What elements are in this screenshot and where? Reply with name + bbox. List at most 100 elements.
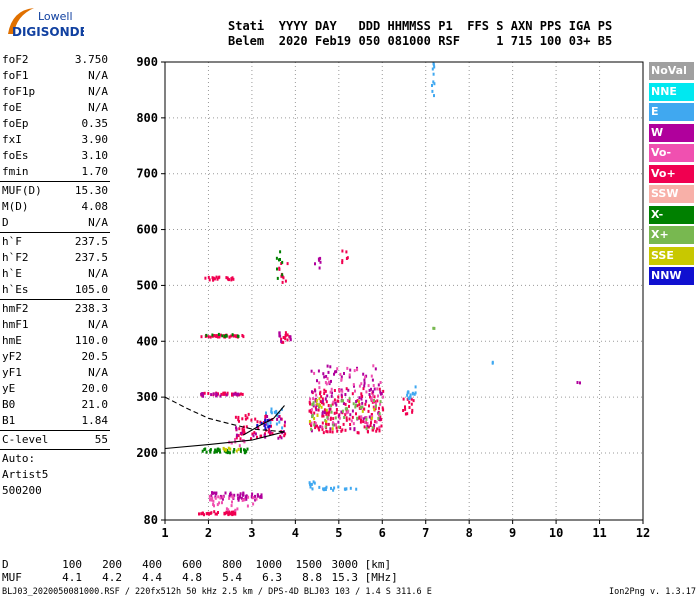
param-value: 3.750: [74, 53, 108, 66]
param-value: 20.5: [81, 350, 109, 363]
data-point: [377, 416, 380, 420]
data-point: [367, 384, 370, 388]
data-point: [320, 405, 323, 409]
distance-scale-value: 1500: [295, 558, 323, 571]
data-point: [265, 411, 267, 415]
data-point: [330, 379, 332, 383]
data-point: [332, 417, 335, 421]
data-point: [371, 426, 374, 430]
data-point: [349, 486, 352, 490]
param-label: hmF2: [2, 302, 29, 315]
data-point: [284, 331, 287, 335]
data-point: [230, 441, 233, 445]
data-point: [373, 405, 376, 409]
data-point: [205, 333, 208, 337]
data-point: [337, 425, 340, 429]
data-point: [355, 412, 357, 416]
data-point: [288, 335, 291, 339]
plot-frame: [164, 61, 644, 521]
data-point: [323, 408, 326, 412]
data-point: [264, 419, 267, 423]
data-point: [280, 436, 283, 440]
param-row: foEp 0.35: [0, 116, 110, 132]
data-point: [372, 390, 375, 394]
param-value: 55: [94, 433, 108, 446]
data-point: [319, 425, 322, 429]
data-point: [219, 496, 222, 500]
header-value-3: 050: [358, 34, 381, 48]
data-point: [327, 404, 330, 407]
data-point: [353, 369, 356, 373]
data-point: [333, 423, 336, 427]
data-point: [323, 388, 326, 392]
data-point: [345, 257, 348, 260]
data-point: [349, 427, 352, 431]
data-point: [345, 409, 348, 413]
data-point: [232, 392, 235, 396]
data-point: [370, 421, 372, 425]
data-point: [374, 367, 377, 371]
data-point: [339, 372, 342, 376]
param-value: N/A: [88, 85, 108, 98]
data-point: [313, 417, 316, 421]
data-point: [246, 416, 249, 420]
data-point: [263, 423, 266, 427]
data-point: [358, 415, 361, 419]
data-point: [225, 334, 228, 337]
data-point: [234, 438, 236, 441]
data-point: [311, 390, 313, 394]
data-point: [318, 381, 321, 385]
data-point: [219, 494, 222, 498]
data-point: [216, 503, 219, 507]
data-point: [361, 409, 364, 413]
data-point: [372, 393, 375, 397]
param-row: hmF2 238.3: [0, 301, 110, 317]
data-point: [343, 372, 345, 375]
data-point: [370, 416, 373, 420]
data-point: [375, 420, 378, 424]
data-point: [289, 335, 292, 339]
y-tick-label: 900: [136, 55, 158, 69]
data-point: [366, 429, 369, 433]
header-label-7: S: [496, 19, 504, 33]
param-value: 3.10: [81, 149, 109, 162]
param-row: hmE 110.0: [0, 333, 110, 349]
data-point: [325, 423, 328, 426]
data-point: [360, 382, 363, 386]
data-point: [233, 493, 236, 497]
data-point: [239, 492, 242, 496]
data-point: [360, 397, 363, 401]
data-point: [267, 430, 270, 434]
data-point: [352, 402, 355, 406]
data-point: [227, 508, 230, 512]
data-point: [322, 402, 325, 406]
distance-scale-value: 400: [142, 558, 162, 571]
data-point: [352, 422, 355, 426]
data-point: [374, 402, 377, 406]
data-point: [308, 409, 311, 413]
data-point: [323, 411, 326, 414]
data-point: [243, 451, 246, 455]
param-row: C-level 55: [0, 432, 110, 448]
data-point: [269, 421, 272, 425]
param-label: B0: [2, 398, 16, 411]
muf-scale-value: 15.3: [331, 571, 359, 584]
param-row: foF2 3.750: [0, 52, 110, 68]
data-point: [372, 364, 375, 368]
data-point: [411, 410, 414, 414]
data-point: [326, 430, 329, 434]
data-point: [282, 340, 285, 344]
data-point: [203, 448, 206, 451]
data-point: [331, 391, 333, 395]
data-point: [340, 395, 343, 399]
data-point: [326, 364, 329, 368]
data-point: [281, 275, 284, 279]
data-point: [378, 417, 381, 421]
param-label: C-level: [2, 433, 49, 446]
data-point: [321, 414, 324, 418]
data-point: [378, 425, 381, 429]
data-point: [236, 433, 239, 437]
data-point: [241, 427, 244, 431]
data-point: [242, 335, 245, 339]
header-label-0: Stati: [228, 19, 265, 33]
